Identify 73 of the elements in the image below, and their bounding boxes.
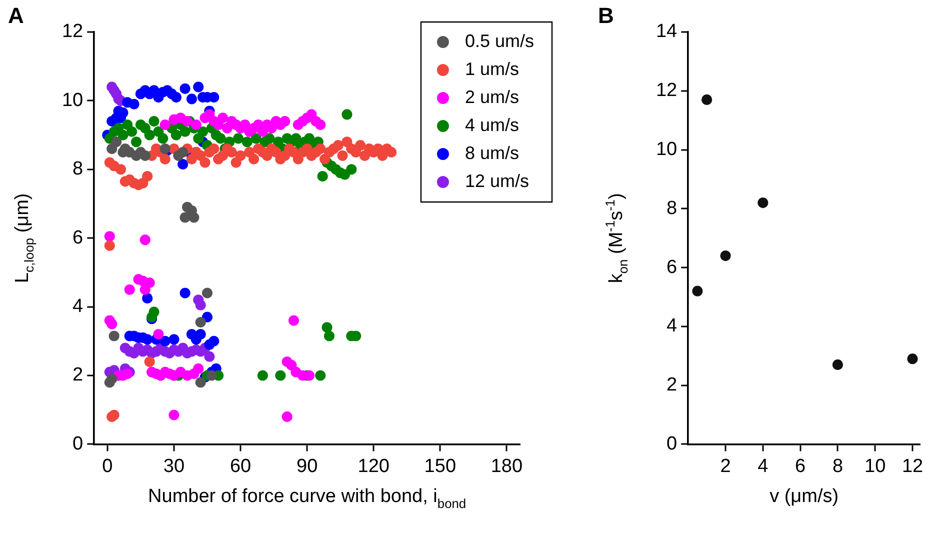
point [142, 334, 153, 345]
point [702, 94, 712, 106]
point [106, 374, 118, 384]
y-tick-label: 6 [72, 227, 84, 248]
legend-label: 1 um/s [464, 58, 519, 79]
x-tick-label: 2 [720, 456, 731, 477]
x-tick-label: 6 [795, 456, 806, 477]
point [111, 136, 122, 148]
point [128, 98, 140, 110]
y-tick-label: 2 [666, 374, 678, 396]
point [202, 288, 213, 298]
point [193, 82, 204, 92]
point [108, 330, 120, 342]
point [186, 94, 198, 104]
point [692, 286, 703, 296]
point [180, 212, 190, 223]
y-axis-title: kon (M-1s-1) [602, 193, 631, 284]
y-tick-label: 0 [72, 433, 84, 454]
point [208, 336, 220, 346]
y-tick-label: 0 [666, 433, 678, 454]
y-tick-label: 2 [72, 364, 84, 386]
point [178, 146, 188, 158]
point [178, 158, 188, 170]
point [142, 292, 153, 304]
x-tick-label: 30 [163, 456, 185, 477]
point [186, 328, 198, 340]
x-tick-label: 10 [864, 456, 886, 477]
point [907, 354, 918, 364]
y-axis-title: Lc,loop (μm) [12, 193, 37, 283]
point [195, 328, 206, 340]
legend-label: 8 um/s [464, 142, 519, 163]
y-tick-label: 6 [666, 256, 678, 278]
x-tick-label: 60 [230, 456, 252, 477]
x-tick-label: 0 [102, 456, 113, 477]
y-tick-label: 4 [72, 296, 84, 318]
point [168, 334, 180, 345]
legend-label: 2 um/s [464, 86, 519, 107]
point [195, 300, 206, 310]
point [160, 143, 170, 154]
y-tick-label: 10 [62, 90, 84, 111]
point [758, 197, 768, 208]
x-tick-label: 150 [424, 456, 456, 477]
legend-label: 12 um/s [464, 170, 529, 191]
x-tick-label: 180 [490, 456, 523, 477]
y-tick-label: 10 [656, 139, 678, 160]
chart-title: A [8, 3, 24, 28]
x-tick-label: 4 [758, 456, 769, 477]
y-tick-label: 12 [656, 80, 678, 102]
point [202, 312, 213, 322]
point [188, 212, 200, 223]
point [140, 150, 150, 161]
point [180, 83, 190, 94]
x-tick-label: 120 [358, 456, 390, 477]
point [832, 359, 844, 370]
x-tick-label: 8 [832, 456, 844, 477]
x-tick-label: 12 [902, 456, 924, 477]
point [720, 250, 731, 262]
point [195, 316, 206, 328]
chart-title: B [598, 3, 614, 28]
point [204, 351, 215, 362]
legend-label: 4 um/s [464, 114, 519, 135]
point [195, 377, 206, 388]
point [170, 92, 182, 103]
y-tick-label: 14 [656, 21, 678, 42]
point [180, 288, 190, 298]
x-tick-label: 90 [296, 456, 318, 477]
y-tick-label: 4 [666, 316, 678, 337]
x-axis-title: v (μm/s) [770, 486, 839, 508]
y-tick-label: 8 [72, 158, 84, 180]
point [206, 370, 217, 381]
y-tick-label: 12 [62, 21, 84, 42]
y-tick-label: 8 [666, 198, 678, 219]
legend-label: 0.5 um/s [464, 30, 534, 51]
